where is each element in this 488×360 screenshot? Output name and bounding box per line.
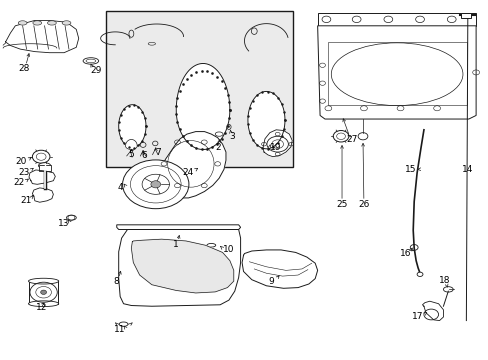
Text: 17: 17: [411, 312, 423, 321]
Polygon shape: [242, 250, 317, 288]
Text: 9: 9: [268, 277, 274, 286]
Polygon shape: [131, 239, 233, 293]
Ellipse shape: [62, 21, 71, 25]
Circle shape: [151, 181, 160, 188]
Text: 2: 2: [214, 143, 220, 152]
Text: 29: 29: [90, 66, 101, 75]
Circle shape: [332, 131, 348, 142]
Circle shape: [122, 160, 188, 209]
Polygon shape: [125, 139, 137, 149]
Ellipse shape: [28, 278, 59, 284]
Ellipse shape: [47, 21, 56, 25]
Polygon shape: [422, 301, 443, 320]
Polygon shape: [119, 105, 146, 148]
Circle shape: [416, 272, 422, 276]
Text: 4: 4: [117, 183, 122, 192]
Text: 23: 23: [19, 168, 30, 177]
Text: 28: 28: [19, 64, 30, 73]
Text: 6: 6: [142, 152, 147, 161]
Text: 25: 25: [336, 200, 347, 209]
Polygon shape: [317, 26, 475, 119]
Polygon shape: [176, 63, 229, 149]
Circle shape: [32, 150, 50, 163]
Text: 7: 7: [155, 148, 160, 157]
Text: 12: 12: [36, 303, 47, 312]
Circle shape: [41, 290, 46, 294]
Ellipse shape: [28, 301, 59, 307]
Text: 24: 24: [183, 168, 194, 177]
Polygon shape: [263, 130, 292, 157]
Ellipse shape: [119, 322, 128, 326]
Text: 11: 11: [114, 325, 125, 334]
Text: 21: 21: [20, 195, 32, 204]
Text: 26: 26: [358, 200, 369, 209]
Polygon shape: [117, 225, 240, 229]
Bar: [105, 12, 293, 167]
Bar: [29, 282, 58, 304]
Ellipse shape: [33, 21, 41, 25]
Polygon shape: [5, 21, 79, 53]
Text: 10: 10: [223, 246, 234, 255]
Text: 3: 3: [229, 132, 235, 141]
Text: 14: 14: [461, 165, 472, 174]
Text: 27: 27: [346, 135, 357, 144]
Text: 18: 18: [438, 276, 449, 285]
Text: 22: 22: [14, 178, 25, 187]
Polygon shape: [156, 132, 225, 198]
Text: 19: 19: [270, 143, 282, 152]
Ellipse shape: [39, 163, 51, 168]
Bar: [39, 165, 51, 171]
Polygon shape: [29, 170, 55, 184]
Text: 5: 5: [128, 150, 134, 159]
Text: 16: 16: [399, 249, 410, 258]
Bar: [461, 13, 470, 18]
Polygon shape: [32, 188, 53, 202]
Text: 13: 13: [58, 219, 70, 228]
Bar: [328, 42, 467, 105]
Polygon shape: [247, 91, 285, 149]
Text: 1: 1: [173, 240, 179, 249]
Text: 15: 15: [404, 165, 415, 174]
Text: 20: 20: [16, 157, 27, 166]
Polygon shape: [119, 229, 240, 306]
Text: 8: 8: [114, 277, 120, 286]
Polygon shape: [317, 13, 475, 26]
Ellipse shape: [18, 21, 27, 25]
